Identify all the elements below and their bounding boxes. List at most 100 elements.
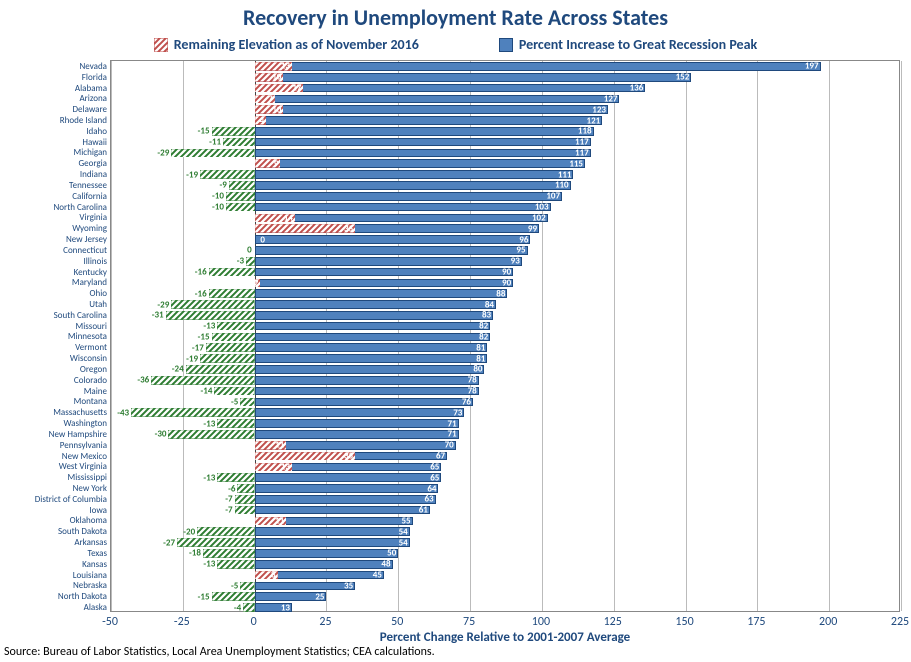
peak-bar <box>255 560 393 569</box>
state-row: Tennessee110-9 <box>111 180 899 191</box>
peak-value: 65 <box>430 461 439 472</box>
peak-bar <box>255 473 442 482</box>
state-label: Michigan <box>74 147 111 158</box>
peak-value: 117 <box>575 147 589 158</box>
peak-bar <box>255 214 548 223</box>
state-label: Alaska <box>84 602 111 613</box>
remaining-bar-neg <box>217 419 254 428</box>
remaining-value: -13 <box>203 321 215 332</box>
state-label: Tennessee <box>69 180 111 191</box>
peak-value: 88 <box>496 288 505 299</box>
state-row: Alabama13617 <box>111 83 899 94</box>
xaxis-tick: 150 <box>675 615 693 629</box>
state-label: Delaware <box>73 104 111 115</box>
state-label: Kansas <box>82 559 111 570</box>
peak-value: 115 <box>569 158 583 169</box>
state-row: West Virginia6513 <box>111 461 899 472</box>
remaining-bar-neg <box>166 311 255 320</box>
remaining-value: -16 <box>195 288 207 299</box>
state-row: Idaho118-15 <box>111 126 899 137</box>
peak-bar <box>255 127 594 136</box>
peak-value: 48 <box>381 559 390 570</box>
remaining-bar-neg <box>217 322 254 331</box>
remaining-value: -24 <box>172 364 184 375</box>
remaining-bar-neg <box>237 484 254 493</box>
plot-area: Nevada19713Florida15210Alabama13617Arizo… <box>110 60 900 612</box>
remaining-value: 2 <box>254 277 259 288</box>
state-label: Oklahoma <box>70 515 111 526</box>
state-row: Georgia1159 <box>111 158 899 169</box>
peak-bar <box>255 311 493 320</box>
peak-bar <box>255 506 430 515</box>
remaining-value: 7 <box>268 93 273 104</box>
peak-value: 152 <box>676 72 690 83</box>
state-label: Nebraska <box>73 580 111 591</box>
source-text-content: Source: Bureau of Labor Statistics, Loca… <box>4 645 435 659</box>
remaining-value: -18 <box>189 548 201 559</box>
peak-value: 102 <box>532 212 546 223</box>
remaining-value: -19 <box>186 169 198 180</box>
peak-value: 63 <box>424 494 433 505</box>
state-label: California <box>72 191 111 202</box>
state-label: Oregon <box>80 364 111 375</box>
remaining-value: -5 <box>231 396 238 407</box>
peak-bar <box>255 582 356 591</box>
xaxis-tick: 175 <box>747 615 765 629</box>
remaining-value: -3 <box>237 256 244 267</box>
remaining-value: -20 <box>183 526 195 537</box>
peak-value: 55 <box>402 515 411 526</box>
state-row: Alaska13-4 <box>111 602 899 613</box>
peak-bar <box>255 538 410 547</box>
peak-value: 81 <box>476 353 485 364</box>
peak-bar <box>255 62 821 71</box>
remaining-value: -13 <box>203 559 215 570</box>
state-row: California107-10 <box>111 191 899 202</box>
remaining-value: -7 <box>225 505 232 516</box>
peak-value: 110 <box>555 180 569 191</box>
peak-value: 90 <box>502 267 511 278</box>
state-row: New Mexico6735 <box>111 451 899 462</box>
state-label: Virginia <box>79 212 111 223</box>
xaxis-tick: -25 <box>174 615 190 629</box>
state-label: Florida <box>82 72 111 83</box>
peak-bar <box>255 116 603 125</box>
remaining-bar-neg <box>214 387 254 396</box>
state-row: Hawaii117-11 <box>111 137 899 148</box>
state-row: New York64-6 <box>111 483 899 494</box>
state-label: Connecticut <box>63 245 111 256</box>
peak-value: 70 <box>445 440 454 451</box>
state-label: Maine <box>84 386 111 397</box>
xaxis-tick: 25 <box>319 615 331 629</box>
peak-value: 103 <box>535 202 549 213</box>
peak-value: 25 <box>315 591 324 602</box>
peak-bar <box>255 376 479 385</box>
peak-value: 13 <box>281 602 290 613</box>
remaining-value: 17 <box>292 83 301 94</box>
remaining-bar-neg <box>171 149 254 158</box>
peak-bar <box>255 246 528 255</box>
remaining-bar-neg <box>151 376 254 385</box>
peak-value: 127 <box>604 93 618 104</box>
peak-value: 121 <box>587 115 601 126</box>
state-row: Washington71-13 <box>111 418 899 429</box>
remaining-bar-neg <box>206 343 255 352</box>
state-row: Arizona1277 <box>111 93 899 104</box>
state-row: Maryland902 <box>111 277 899 288</box>
state-row: Wisconsin81-19 <box>111 353 899 364</box>
remaining-value: -11 <box>209 137 221 148</box>
peak-bar <box>255 408 465 417</box>
peak-value: 83 <box>482 310 491 321</box>
peak-value: 93 <box>511 256 520 267</box>
peak-value: 67 <box>436 451 445 462</box>
peak-value: 81 <box>476 342 485 353</box>
state-row: Utah84-29 <box>111 299 899 310</box>
state-label: Arkansas <box>74 537 111 548</box>
peak-bar <box>255 149 591 158</box>
peak-value: 82 <box>479 321 488 332</box>
peak-value: 96 <box>519 234 528 245</box>
peak-bar <box>255 181 571 190</box>
chart-title: Recovery in Unemployment Rate Across Sta… <box>0 4 911 31</box>
state-row: Virginia10214 <box>111 213 899 224</box>
remaining-value: -10 <box>212 191 224 202</box>
state-row: New Jersey960 <box>111 234 899 245</box>
